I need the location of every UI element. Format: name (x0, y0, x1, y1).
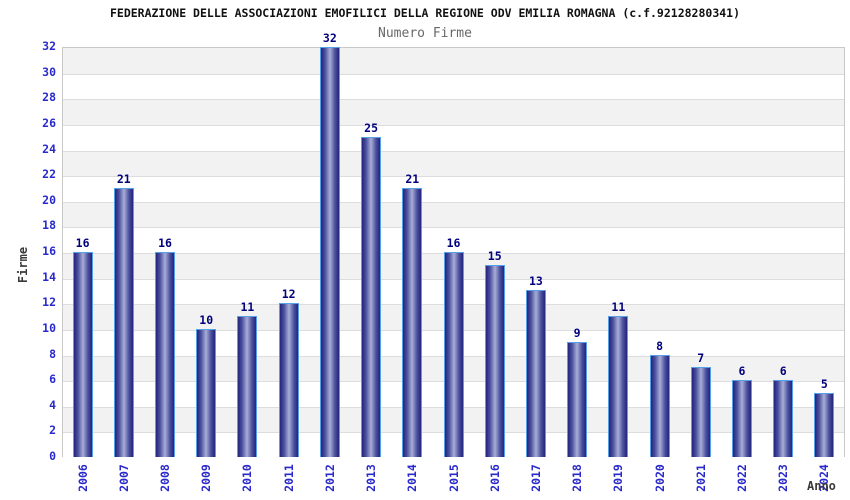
gridline (63, 150, 844, 152)
y-tick-label: 26 (42, 115, 56, 130)
bar-value-label: 10 (199, 312, 214, 327)
y-tick-label: 14 (42, 269, 56, 284)
y-tick-label: 18 (42, 218, 56, 233)
x-tick-label: 2019 (611, 464, 626, 492)
bar-value-label: 12 (281, 287, 296, 302)
x-tick-label: 2009 (199, 464, 214, 492)
bar-2020 (649, 354, 670, 457)
gridline (63, 227, 844, 229)
x-tick-label: 2010 (240, 464, 255, 492)
plot-band (63, 176, 844, 202)
y-tick-label: 28 (42, 90, 56, 105)
bar-value-label: 6 (779, 364, 787, 379)
bar-value-label: 25 (364, 120, 378, 135)
bar-2009 (196, 328, 217, 457)
x-tick-label: 2015 (446, 464, 461, 492)
y-tick-label: 30 (42, 64, 56, 79)
bar-value-label: 21 (405, 171, 420, 186)
plot-band (63, 48, 844, 74)
bar-value-label: 9 (573, 325, 581, 340)
bar-2008 (155, 252, 176, 457)
gridline (63, 73, 844, 75)
plot-band (63, 99, 844, 125)
y-tick-label: 24 (42, 141, 56, 156)
bar-2018 (567, 341, 588, 457)
bar-value-label: 11 (240, 300, 255, 315)
x-tick-label: 2020 (652, 464, 667, 492)
y-tick-label: 2 (49, 423, 56, 438)
bar-value-label: 32 (322, 31, 337, 45)
bar-2023 (773, 380, 794, 457)
bar-value-label: 13 (528, 274, 543, 289)
chart-subtitle: Numero Firme (378, 26, 472, 41)
bar-2013 (361, 136, 382, 457)
bar-2012 (319, 47, 340, 457)
gridline (63, 99, 844, 101)
plot-band (63, 150, 844, 177)
x-tick-label: 2021 (693, 464, 708, 492)
x-tick-label: 2016 (487, 464, 502, 492)
gridline (63, 124, 844, 126)
gridline (63, 201, 844, 203)
bar-value-label: 16 (446, 236, 461, 250)
bar-value-label: 6 (738, 364, 746, 379)
x-tick-label: 2013 (364, 464, 379, 492)
bar-2016 (484, 264, 505, 457)
plot-band (63, 124, 844, 151)
y-axis-title: Firme (16, 246, 30, 284)
x-tick-label: 2012 (322, 464, 337, 492)
bar-value-label: 16 (158, 236, 172, 250)
bar-2021 (690, 367, 711, 457)
bar-2011 (278, 303, 299, 457)
x-axis-title: Anno (807, 479, 836, 493)
x-tick-label: 2008 (158, 464, 173, 492)
bar-2007 (113, 187, 134, 457)
bar-2024 (814, 392, 835, 457)
chart-title: FEDERAZIONE DELLE ASSOCIAZIONI EMOFILICI… (109, 6, 741, 20)
bar-value-label: 16 (75, 236, 90, 250)
x-tick-label: 2017 (528, 464, 543, 492)
y-tick-label: 8 (49, 346, 56, 361)
bar-value-label: 7 (697, 351, 705, 366)
bar-value-label: 11 (611, 300, 626, 315)
bar-value-label: 5 (820, 376, 828, 391)
gridline (63, 176, 844, 178)
plot-band (63, 73, 844, 100)
plot-area (62, 47, 845, 458)
x-tick-label: 2011 (281, 464, 296, 492)
bar-value-label: 15 (487, 248, 502, 263)
bar-2010 (237, 316, 258, 457)
bar-2014 (402, 187, 423, 457)
x-tick-label: 2007 (116, 464, 131, 492)
x-tick-label: 2018 (570, 464, 585, 492)
x-tick-label: 2022 (734, 464, 749, 492)
x-tick-label: 2006 (75, 464, 90, 492)
y-tick-label: 32 (42, 39, 56, 53)
x-tick-label: 2024 (817, 464, 832, 492)
bar-value-label: 8 (656, 338, 664, 353)
x-tick-label: 2023 (776, 464, 791, 492)
y-tick-label: 16 (42, 244, 56, 258)
plot-band (63, 227, 844, 253)
y-tick-label: 12 (42, 295, 56, 310)
y-tick-label: 4 (49, 397, 56, 412)
bar-value-label: 21 (116, 171, 131, 186)
y-tick-label: 20 (42, 192, 56, 207)
bar-2022 (731, 380, 752, 457)
bar-2017 (525, 290, 546, 457)
y-tick-label: 0 (49, 449, 56, 463)
plot-band (63, 201, 844, 228)
bar-2006 (72, 252, 93, 457)
bar-2019 (608, 316, 629, 457)
x-tick-label: 2014 (405, 464, 420, 492)
y-tick-label: 10 (42, 320, 56, 335)
bar-2015 (443, 252, 464, 457)
y-tick-label: 6 (49, 372, 56, 387)
y-tick-label: 22 (42, 167, 56, 182)
